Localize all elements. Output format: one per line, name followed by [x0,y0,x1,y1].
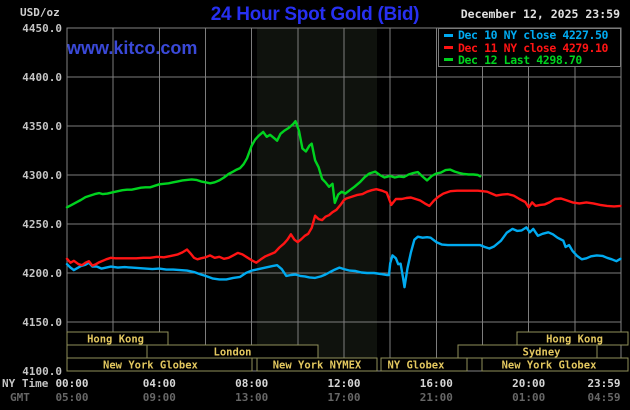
legend-dash-icon [444,33,453,37]
session-box [380,357,468,372]
legend-item: Dec 11 NY close 4279.10 [439,40,620,55]
legend-dash-icon [444,46,453,49]
legend-label: Dec 10 NY close 4227.50 [458,28,609,43]
nymex-session-band [256,28,378,371]
y-tick-label: 4400.0 [22,71,62,84]
x-tick-gmt-label: 13:00 [235,391,268,404]
ny-time-axis-label: NY Time [2,377,49,390]
session-label: New York Globex [103,360,199,372]
kitco-watermark: www.kitco.com [67,38,198,58]
y-tick-label: 4300.0 [22,169,62,182]
x-tick-gmt-label: 09:00 [143,391,176,404]
x-tick-ny-label: 20:00 [512,377,545,390]
x-tick-gmt-label: 01:00 [512,391,545,404]
x-tick-ny-label: 08:00 [235,377,268,390]
y-tick-label: 4100.0 [22,365,62,378]
x-tick-ny-label: 16:00 [420,377,453,390]
legend: Dec 10 NY close 4227.50 Dec 11 NY close 4… [438,28,621,67]
legend-item: Dec 12 Last 4298.70 [439,52,620,67]
series-line-dec-12 [65,119,482,209]
x-tick-ny-label: 00:00 [55,377,88,390]
session-label: London [214,347,252,359]
chart-datetime: December 12, 2025 23:59 [460,7,620,21]
session-box [66,357,253,372]
legend-label: Dec 12 Last 4298.70 [458,52,582,67]
gmt-axis-label: GMT [10,391,30,404]
session-box [66,344,148,359]
session-label: Hong Kong [87,334,144,346]
y-tick-label: 4350.0 [22,120,62,133]
session-label: New York NYMEX [273,360,362,372]
x-tick-gmt-label: 21:00 [420,391,453,404]
session-box [256,357,378,372]
series-line-dec-11 [65,187,622,267]
x-tick-gmt-label: 04:59 [587,391,620,404]
x-tick-gmt-label: 17:00 [327,391,360,404]
page-title: 24 Hour Spot Gold (Bid) [210,4,420,25]
units-label: USD/oz [20,6,60,19]
session-box [481,357,629,372]
series-line-dec-10 [65,226,622,289]
y-tick-label: 4450.0 [22,22,62,35]
x-tick-ny-label: 23:59 [587,377,620,390]
session-label: New York Globex [502,360,598,372]
legend-label: Dec 11 NY close 4279.10 [458,40,609,55]
y-tick-label: 4200.0 [22,267,62,280]
session-label: NY Globex [388,360,446,372]
session-label: Hong Kong [546,334,603,346]
x-tick-ny-label: 04:00 [143,377,176,390]
x-tick-gmt-label: 05:00 [55,391,88,404]
session-label: Sydney [523,347,562,359]
legend-dash-icon [444,58,453,62]
y-tick-label: 4250.0 [22,218,62,231]
x-tick-ny-label: 12:00 [327,377,360,390]
y-tick-label: 4150.0 [22,316,62,329]
legend-item: Dec 10 NY close 4227.50 [439,28,620,43]
